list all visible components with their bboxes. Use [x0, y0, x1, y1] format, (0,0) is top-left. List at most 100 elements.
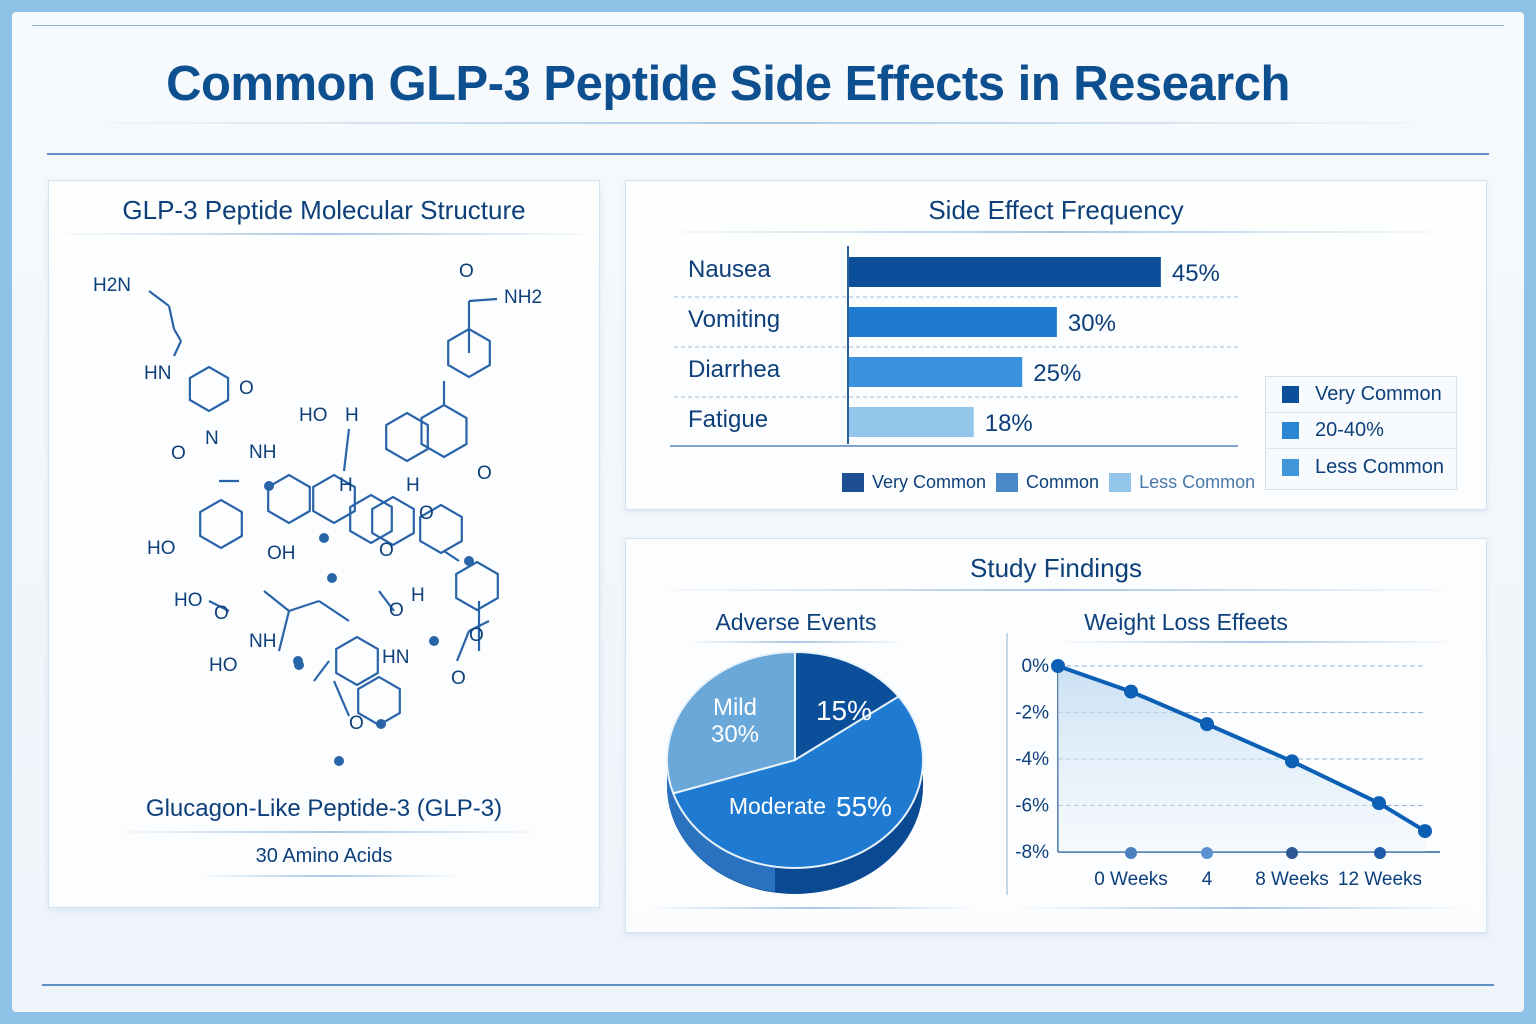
molecule-atom-label: NH [249, 631, 276, 652]
structure-title: GLP-3 Peptide Molecular Structure [122, 195, 526, 225]
legend-item-very-common: Very Common [842, 472, 986, 493]
page-title: Common GLP-3 Peptide Side Effects in Res… [166, 57, 1290, 111]
molecule-bond [263, 590, 290, 612]
molecule-atom [429, 636, 439, 646]
legend-label: 20-40% [1315, 419, 1384, 441]
bar-legend-right: Very Common 20-40% Less Common [1265, 376, 1457, 490]
divider [47, 153, 1489, 155]
divider [1056, 641, 1456, 643]
molecule-atom-label: O [349, 713, 364, 734]
molecule-atom-label: H [411, 585, 425, 606]
molecule-bond [378, 590, 395, 612]
divider [1006, 633, 1008, 895]
molecule-atom-label: N [205, 428, 219, 449]
legend-swatch [1282, 458, 1299, 476]
molecule-atom-label: H [345, 405, 359, 426]
legend-swatch [1282, 386, 1299, 403]
molecule-atom-label: H [339, 475, 353, 496]
molecule-atom-label: O [214, 603, 229, 624]
molecule-atom-label: O [477, 463, 492, 484]
molecule-ring [419, 503, 463, 555]
molecule-bond [167, 305, 176, 330]
molecule-atom-label: NH [249, 442, 276, 463]
molecule-atom-label: HN [382, 647, 409, 668]
molecule-atom [264, 481, 274, 491]
divider [646, 589, 1466, 591]
molecule-atom [327, 573, 337, 583]
legend-swatch [1282, 422, 1299, 439]
legend-swatch [842, 473, 864, 492]
legend-label: Less Common [1139, 472, 1256, 492]
molecule-bond [173, 328, 182, 342]
molecule-atom-label: OH [267, 543, 296, 564]
legend-item-very-common: Very Common [1266, 377, 1456, 413]
molecule-atom-label: HO [299, 405, 328, 426]
divider [32, 25, 1504, 26]
bar-chart-title: Side Effect Frequency [928, 195, 1184, 225]
legend-label: Common [1026, 472, 1100, 492]
molecule-bond [173, 340, 182, 357]
molecule-atom-label: O [469, 625, 484, 646]
molecule-ring [349, 493, 393, 545]
divider [686, 641, 906, 643]
molecule-bond [148, 290, 170, 307]
legend-swatch [1109, 473, 1132, 492]
molecule-atom [464, 556, 474, 566]
molecule-ring [188, 365, 230, 413]
molecule-caption: Glucagon-Like Peptide-3 (GLP-3) [145, 795, 503, 822]
legend-item-less-common: Less Common [1266, 449, 1456, 485]
molecule-atom-label: HN [144, 363, 171, 384]
molecule-atom-label: O [459, 261, 474, 282]
bar-legend-bottom: Very Common Common Less Common [842, 472, 1255, 493]
molecule-ring [312, 473, 356, 525]
molecule-ring [267, 473, 311, 525]
molecule-atom-label: O [379, 540, 394, 561]
molecule-atom-label: O [419, 503, 434, 524]
legend-label: Less Common [1315, 455, 1444, 478]
molecule-atom [293, 656, 303, 666]
pie-chart-title: Adverse Events [715, 609, 877, 635]
legend-swatch [996, 473, 1019, 492]
line-chart-title: Weight Loss Effeets [1084, 609, 1288, 635]
molecule-atom-label: H [406, 475, 420, 496]
divider [646, 907, 976, 909]
divider [42, 984, 1494, 986]
legend-item-less-common: Less Common [1109, 472, 1255, 493]
divider [199, 875, 459, 877]
study-findings-panel: Study Findings Adverse Events Weight Los… [625, 538, 1487, 933]
molecule-bond [342, 428, 351, 472]
molecule-bond [277, 610, 291, 652]
molecule-ring [420, 403, 468, 459]
divider [109, 831, 549, 833]
molecule-atom-label: O [239, 378, 254, 399]
molecule-atom-label: O [451, 668, 466, 689]
divider [49, 233, 601, 235]
molecule-bond [468, 297, 498, 303]
legend-item-common: Common [996, 472, 1099, 493]
legend-item-20-40: 20-40% [1266, 413, 1456, 449]
molecule-atom [334, 756, 344, 766]
molecule-ring [335, 635, 379, 687]
molecule-ring [385, 411, 429, 463]
divider [60, 122, 1460, 124]
molecule-bond [332, 680, 351, 717]
molecule-atom-label: O [171, 443, 186, 464]
molecule-atom-label: HO [174, 590, 203, 611]
molecule-atom-label: NH2 [504, 287, 542, 308]
molecule-bond [455, 630, 471, 662]
molecule-atom [376, 719, 386, 729]
molecule-ring [199, 498, 243, 550]
divider [646, 231, 1466, 233]
molecule-subcaption: 30 Amino Acids [255, 845, 393, 867]
molecule-ring [371, 495, 415, 547]
molecule-atom-label: HO [209, 655, 238, 676]
molecule-atom-label: HO [147, 538, 176, 559]
structure-panel: GLP-3 Peptide Molecular Structure H2N NH2… [48, 180, 601, 908]
legend-label: Very Common [872, 472, 987, 492]
molecule-bond [443, 550, 460, 562]
molecule-bond [208, 600, 230, 612]
divider [1016, 907, 1466, 909]
molecule-atom-label: O [389, 600, 404, 621]
molecule-bond [318, 600, 350, 622]
